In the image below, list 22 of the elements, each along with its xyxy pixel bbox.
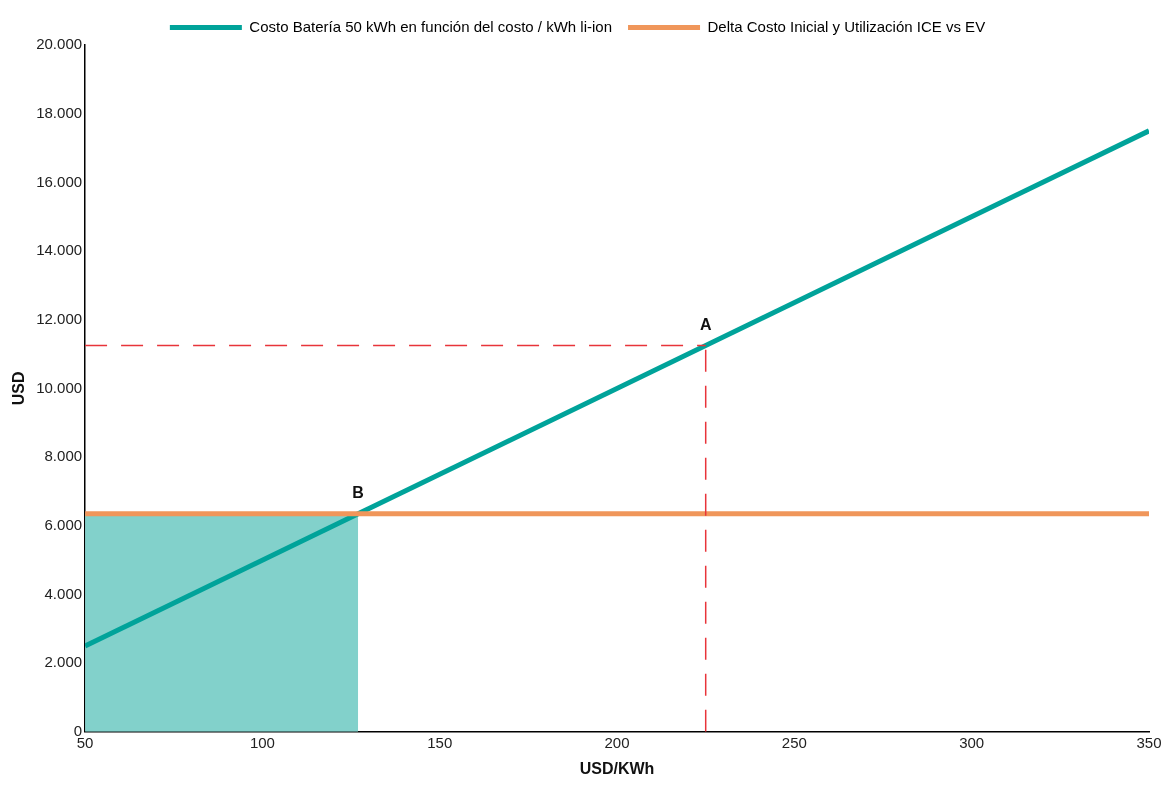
legend-label: Costo Batería 50 kWh en función del costo / kWh li-ion <box>249 17 613 35</box>
x-tick-label: 100 <box>249 733 275 751</box>
annotation: A <box>699 315 712 333</box>
y-tick-label: 16.000 <box>36 172 83 190</box>
x-tick-label: 150 <box>427 733 453 751</box>
y-tick-label: 4.000 <box>44 584 83 602</box>
x-tick-label: 250 <box>781 733 807 751</box>
y-axis-title: USD <box>10 371 28 406</box>
y-tick-label: 18.000 <box>36 103 83 121</box>
y-tick-label: 8.000 <box>44 447 83 465</box>
y-tick-label: 12.000 <box>36 309 83 327</box>
y-tick-label: 20.000 <box>36 35 83 53</box>
x-tick-label: 350 <box>1136 733 1162 751</box>
x-axis-title: USD/KWh <box>579 759 655 777</box>
x-tick-label: 200 <box>604 733 630 751</box>
x-tick-label: 300 <box>959 733 985 751</box>
y-tick-label: 10.000 <box>36 378 83 396</box>
legend-label: Delta Costo Inicial y Utilización ICE vs EV <box>707 17 986 35</box>
y-tick-label: 6.000 <box>44 515 83 533</box>
y-tick-label: 14.000 <box>36 241 83 259</box>
annotation: B <box>352 484 364 502</box>
y-tick-label: 2.000 <box>44 653 83 671</box>
